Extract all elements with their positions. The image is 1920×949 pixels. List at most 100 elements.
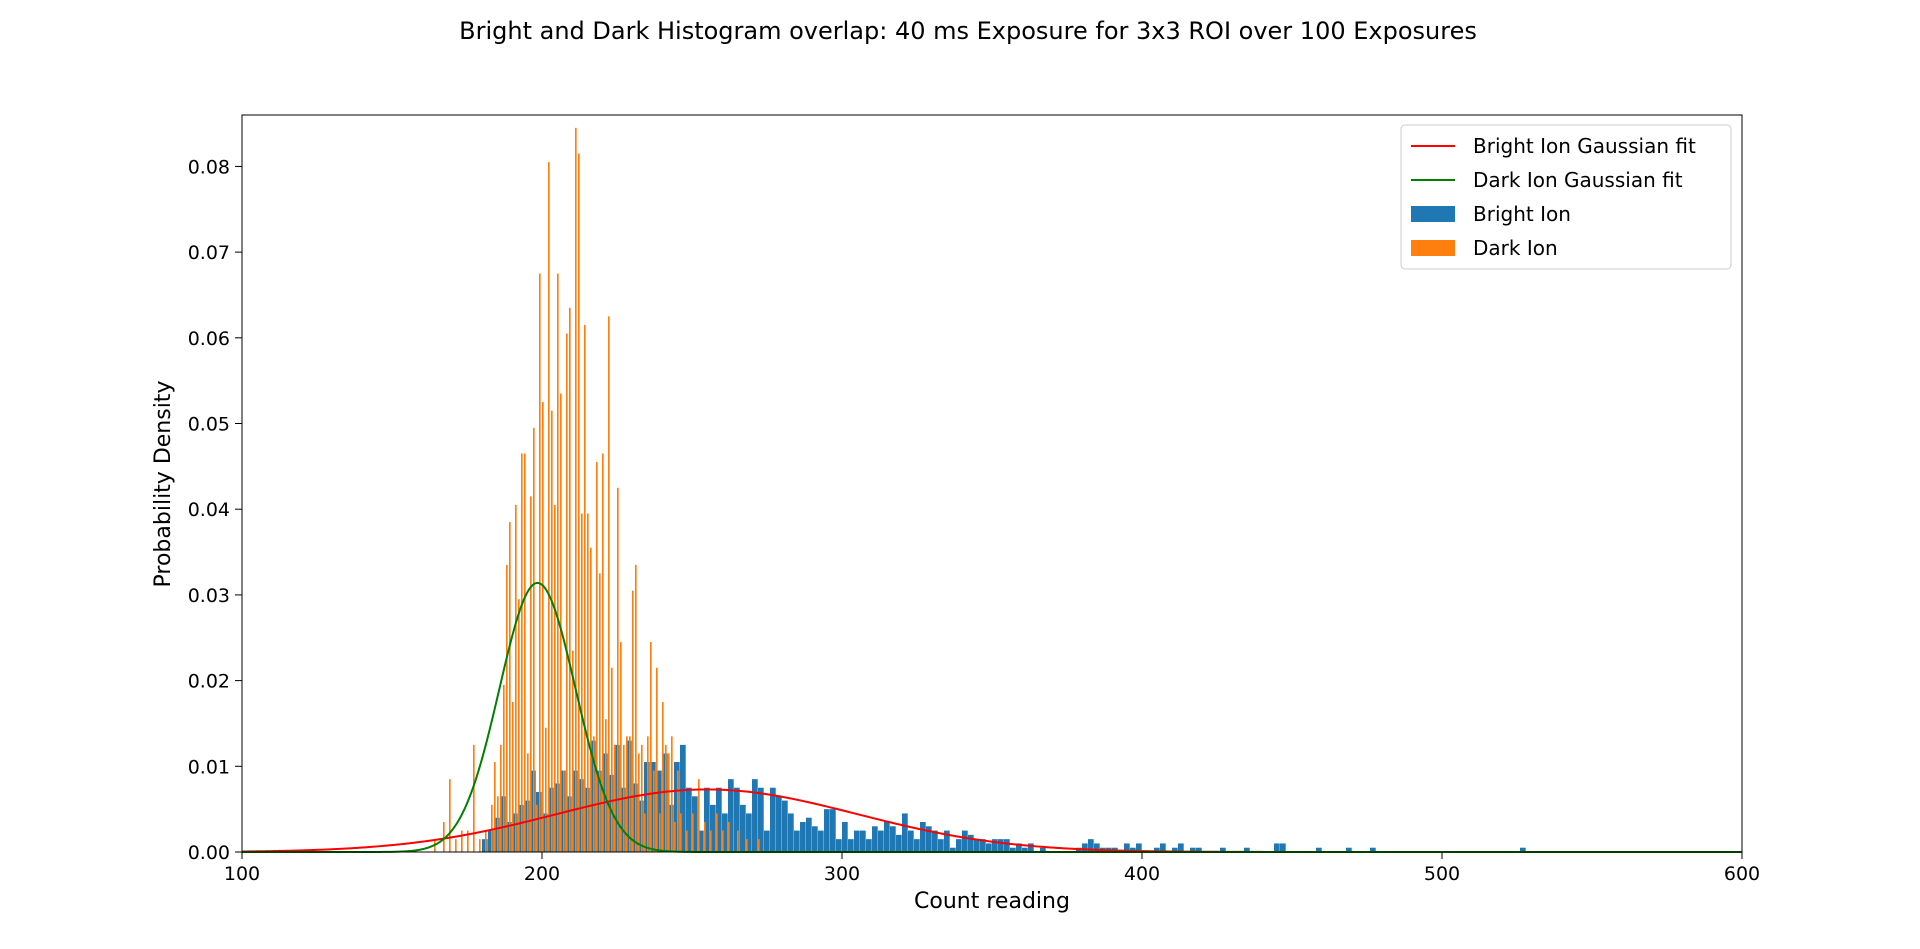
x-tick-label: 300 [824, 863, 860, 885]
bright-ion-bar [974, 839, 980, 852]
dark-ion-bar [545, 727, 547, 852]
fits-layer [241, 581, 1742, 853]
bright-ion-bar [566, 796, 572, 852]
bright-ion-bar [572, 770, 578, 852]
bright-ion-bar [674, 762, 680, 852]
bright-ion-bar [1172, 847, 1178, 852]
legend-label-dark-fit: Dark Ion Gaussian fit [1473, 168, 1683, 192]
bright-ion-bar [890, 826, 896, 852]
bright-ion-bar [854, 830, 860, 852]
bright-ion-bar [1370, 847, 1376, 852]
y-tick-label: 0.04 [188, 499, 230, 521]
bright-ion-bar [782, 800, 788, 852]
bright-ion-bar [896, 834, 902, 852]
bright-ion-bar [542, 813, 548, 852]
bright-ion-bar [860, 830, 866, 852]
bright-ion-bar [866, 839, 872, 852]
x-tick-label: 200 [524, 863, 560, 885]
bright-ion-bar [1520, 847, 1526, 852]
bright-ion-bar [644, 762, 650, 852]
dark-ion-bar [662, 702, 664, 852]
dark-ion-bar [602, 453, 604, 852]
bright-ion-bar [530, 770, 536, 852]
y-tick-label: 0.06 [188, 328, 230, 350]
dark-ion-bar [644, 813, 646, 852]
bright-ion-bar [614, 744, 620, 852]
dark-ion-bar [467, 830, 469, 852]
dark-ion-bar [527, 753, 529, 852]
bright-ion-bar [494, 817, 500, 852]
dark-ion-bar [677, 770, 679, 852]
plot-frame [241, 114, 1743, 853]
dark-ion-bar [659, 813, 661, 852]
dark-ion-bar [650, 642, 652, 852]
dark-ion-bar [599, 573, 601, 852]
dark-ion-bar [551, 410, 553, 852]
bright-ion-bar [1004, 839, 1010, 852]
bright-ion-bar [1016, 843, 1022, 852]
dark-ion-bar [593, 736, 595, 852]
dark-ion-bar [554, 504, 556, 852]
bright-ion-bar [968, 834, 974, 852]
dark-ion-bar [449, 779, 451, 852]
dark-ion-bar [572, 650, 574, 852]
bright-ion-bar [740, 804, 746, 852]
dark-ion-bar [497, 796, 499, 852]
bright-ion-bar [1160, 843, 1166, 852]
dark-ion-bar [485, 830, 487, 852]
x-tick-label: 600 [1724, 863, 1760, 885]
bright-ion-bar [686, 787, 692, 852]
bright-ion-bar [824, 809, 830, 852]
bright-ion-bar [608, 774, 614, 852]
dark-ion-bar [479, 839, 481, 852]
bright-ion-bar [776, 796, 782, 852]
bright-ion-bar [1130, 847, 1136, 852]
legend: Bright Ion Gaussian fit Dark Ion Gaussia… [1400, 124, 1732, 270]
legend-swatch-dark [1411, 240, 1455, 256]
bright-ion-bar [1196, 847, 1202, 852]
bright-ion-bar [1190, 847, 1196, 852]
x-axis: 100 200 300 400 500 600 [224, 852, 1760, 885]
bright-ion-bar [926, 826, 932, 852]
bright-ion-bar [560, 770, 566, 852]
bright-ion-bar [716, 787, 722, 852]
dark-ion-bar [560, 393, 562, 852]
bright-ion-bar [704, 787, 710, 852]
dark-ion-bar [443, 822, 445, 852]
dark-ion-gaussian-fit-line [242, 581, 1742, 853]
dark-ion-bar [665, 744, 667, 852]
x-tick-label: 500 [1424, 863, 1460, 885]
bright-ion-bar [1220, 847, 1226, 852]
bright-ion-bar [1274, 843, 1280, 852]
bright-ion-bar [728, 779, 734, 852]
dark-ion-bar [698, 779, 700, 852]
bright-ion-bar [848, 839, 854, 852]
dark-ion-bar [581, 513, 583, 852]
dark-ion-bar [503, 684, 505, 852]
dark-ion-bar [716, 813, 718, 852]
dark-ion-bar [611, 667, 613, 852]
bright-ion-bar [710, 804, 716, 852]
bright-ion-bar [932, 830, 938, 852]
bright-ion-bar [524, 800, 530, 852]
x-tick-label: 100 [224, 863, 260, 885]
bright-ion-bar [620, 787, 626, 852]
bright-ion-bar [500, 796, 506, 852]
bright-ion-bar [986, 843, 992, 852]
bright-ion-bar [938, 839, 944, 852]
bright-ion-bar [1094, 843, 1100, 852]
bright-ion-bar [812, 826, 818, 852]
y-tick-label: 0.07 [188, 242, 230, 264]
bright-ion-bar [1040, 847, 1046, 852]
dark-ion-bar [521, 453, 523, 852]
bright-ion-bar [872, 826, 878, 852]
bright-ion-bar [692, 796, 698, 852]
bright-ion-bar [734, 787, 740, 852]
y-tick-label: 0.01 [188, 756, 230, 778]
dark-ion-bar [533, 427, 535, 852]
bright-ion-bar [908, 830, 914, 852]
bright-ion-bar [842, 822, 848, 852]
dark-ion-bar [704, 822, 706, 852]
dark-ion-bar [548, 162, 550, 852]
